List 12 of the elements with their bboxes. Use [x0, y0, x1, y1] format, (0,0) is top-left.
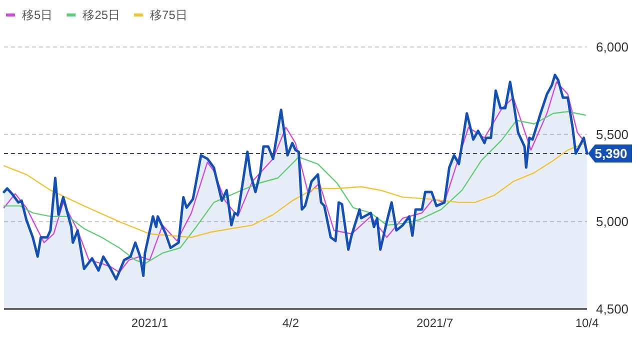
y-tick-label: 6,000 [596, 40, 629, 54]
y-tick-label: 4,500 [596, 302, 629, 316]
y-tick-label: 5,000 [596, 214, 629, 230]
y-tick-label: 5,500 [596, 126, 629, 142]
legend-label: 移75日 [150, 8, 188, 22]
x-tick-label: 4/2 [282, 316, 300, 330]
x-tick-label: 2021/7 [416, 316, 454, 330]
legend-label: 移5日 [22, 8, 53, 22]
legend-label: 移25日 [82, 8, 120, 22]
x-tick-label: 10/4 [575, 316, 599, 330]
x-tick-label: 2021/1 [131, 316, 168, 330]
ref-line-label: 5,390 [594, 146, 628, 162]
